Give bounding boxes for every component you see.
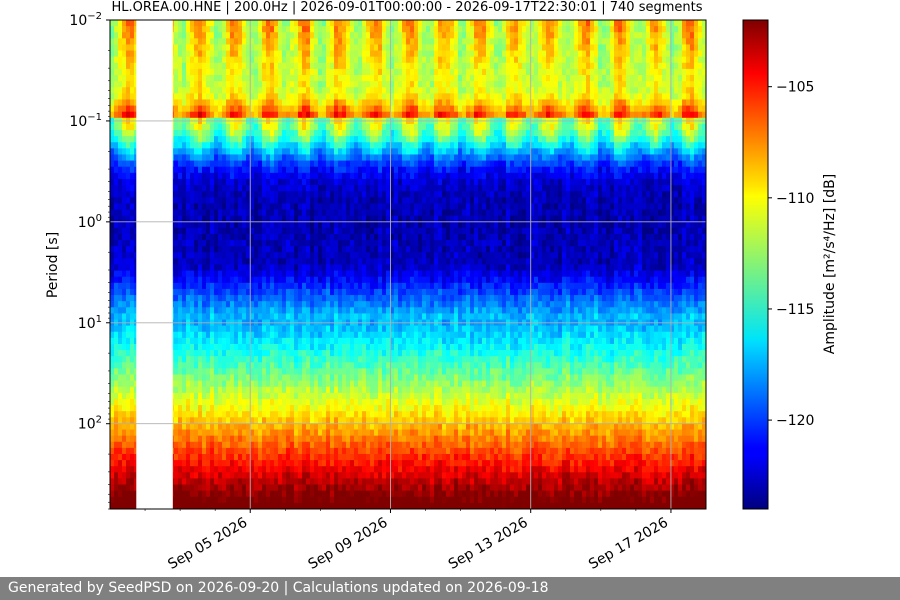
- x-tick-label: Sep 17 2026: [586, 515, 671, 573]
- x-tick-label: Sep 09 2026: [306, 515, 391, 573]
- x-tick-label: Sep 05 2026: [165, 515, 250, 573]
- colorbar-axis: −105 −110 −115 −120: [768, 80, 814, 429]
- footer: Generated by SeedPSD on 2026-09-20 | Cal…: [0, 577, 900, 600]
- y-axis-label: Period [s]: [45, 232, 61, 298]
- colorbar: [742, 19, 769, 510]
- grid: [110, 19, 706, 509]
- y-axis: 10−2 10−1 100 101 102: [69, 11, 110, 510]
- colorbar-tick-label: −110: [776, 191, 814, 207]
- y-tick-label: 10−1: [69, 112, 102, 130]
- colorbar-tick-label: −105: [776, 80, 814, 96]
- data-gap: [136, 20, 173, 509]
- x-tick-label: Sep 13 2026: [446, 515, 531, 573]
- y-tick-label: 100: [78, 213, 102, 231]
- plot-frame: [109, 19, 707, 510]
- y-tick-label: 102: [78, 415, 102, 433]
- spectrogram-heatmap: [110, 20, 706, 509]
- colorbar-tick-label: −120: [776, 413, 814, 429]
- y-tick-label: 10−2: [69, 11, 102, 29]
- x-axis: Sep 05 2026 Sep 09 2026 Sep 13 2026 Sep 17 …: [144, 509, 672, 573]
- y-tick-label: 101: [78, 314, 102, 332]
- chart-title: HL.OREA.00.HNE | 200.0Hz | 2026-09-01T00…: [111, 0, 702, 15]
- colorbar-label: Amplitude [m²/s⁴/Hz] [dB]: [822, 174, 838, 354]
- colorbar-tick-label: −115: [776, 302, 814, 318]
